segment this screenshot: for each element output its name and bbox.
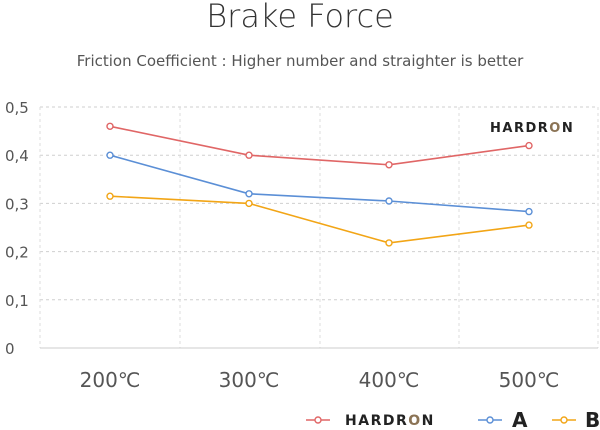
data-point: [525, 207, 533, 216]
grid: [39, 106, 599, 349]
legend-item: B: [552, 408, 600, 430]
y-tick-label: 0,2: [5, 244, 29, 262]
series-a: [106, 151, 533, 216]
data-point: [525, 141, 533, 150]
series-line: [109, 195, 530, 244]
series-line: [109, 125, 530, 166]
data-point: [106, 192, 114, 200]
series-lines: [106, 122, 533, 247]
series-b: [106, 192, 533, 247]
y-tick-label: 0,5: [5, 99, 29, 117]
data-point: [245, 151, 253, 159]
y-tick-label: 0,1: [5, 292, 29, 310]
data-point: [245, 190, 253, 198]
data-point: [106, 151, 114, 159]
data-point: [106, 122, 114, 131]
chart-title: Brake Force: [206, 0, 394, 35]
y-tick-label: 0,3: [5, 195, 29, 213]
data-point: [385, 239, 393, 247]
data-point: [385, 197, 393, 205]
legend-swatch-marker: [314, 416, 322, 424]
legend-item: HARDRON: [306, 413, 435, 429]
data-point: [245, 199, 253, 208]
legend-swatch-marker: [486, 416, 494, 424]
x-tick-label: 400℃: [359, 368, 420, 392]
legend: HARDRON A B: [306, 408, 600, 430]
chart-subtitle: Friction Coefficient : Higher number and…: [77, 52, 524, 70]
series-line: [109, 154, 530, 213]
x-tick-label: 300℃: [219, 368, 280, 392]
legend-label: HARDRON: [345, 413, 435, 429]
y-tick-label: 0,4: [5, 147, 29, 165]
data-point: [525, 221, 533, 229]
legend-swatch-marker: [560, 416, 568, 424]
legend-label: A: [512, 408, 528, 430]
brand-logo: HARDRON: [490, 121, 574, 136]
y-tick-label: 0: [5, 340, 15, 358]
x-tick-label: 200℃: [80, 368, 141, 392]
axis-ticks: 0 0,1 0,2 0,3 0,4 0,5 200℃ 300℃ 400℃ 500℃: [5, 99, 559, 392]
x-tick-label: 500℃: [499, 368, 560, 392]
legend-label: B: [585, 408, 600, 430]
series-hardron: [106, 122, 533, 169]
legend-item: A: [478, 408, 528, 430]
data-point: [385, 161, 393, 169]
brand-logo-text: HARDRON: [490, 121, 574, 136]
